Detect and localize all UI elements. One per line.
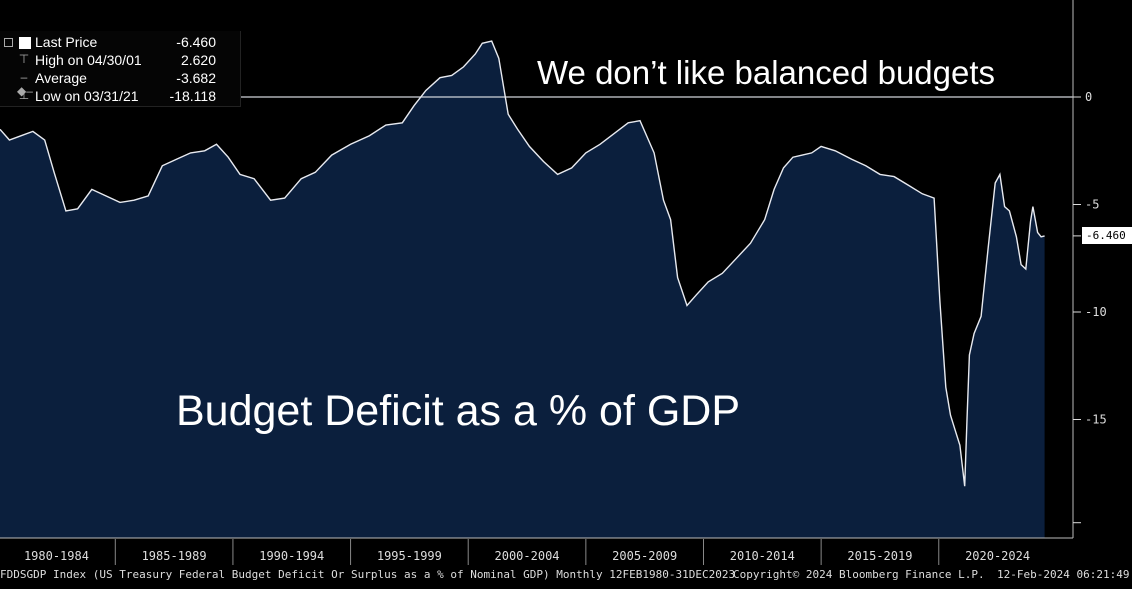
y-axis-ticks: 0 -5 -10 -15	[1073, 90, 1107, 524]
collapse-icon[interactable]	[4, 38, 13, 47]
legend-row-average: –◆– Average -3.682	[0, 70, 232, 98]
footer-index-description: FDDSGDP Index (US Treasury Federal Budge…	[0, 568, 736, 581]
x-tick-label: 1985-1989	[142, 549, 207, 563]
deficit-area	[0, 41, 1045, 538]
average-marker-icon: –◆–	[17, 70, 33, 98]
x-tick-label: 2015-2019	[847, 549, 912, 563]
annotation-headline: We don’t like balanced budgets	[537, 54, 996, 91]
legend-row-low: ⊥ Low on 03/31/21 -18.118	[0, 88, 232, 105]
x-tick-label: 1980-1984	[24, 549, 89, 563]
legend-row-high: ⊤ High on 04/30/01 2.620	[0, 52, 232, 69]
low-marker-icon: ⊥	[18, 88, 30, 102]
annotation-chart-label: Budget Deficit as a % of GDP	[176, 387, 741, 435]
legend-value: -18.118	[169, 88, 216, 104]
x-tick-label: 2020-2024	[965, 549, 1030, 563]
legend-row-last-price: Last Price -6.460	[0, 34, 232, 51]
footer-copyright: Copyright© 2024 Bloomberg Finance L.P.	[733, 568, 985, 581]
x-tick-label: 2005-2009	[612, 549, 677, 563]
legend-value: -6.460	[176, 34, 216, 50]
legend-label: High on 04/30/01	[35, 52, 142, 68]
x-tick-label: 1995-1999	[377, 549, 442, 563]
legend-value: -3.682	[176, 70, 216, 86]
legend-label: Average	[35, 70, 87, 86]
y-tick-label: -15	[1085, 413, 1107, 427]
series-swatch	[19, 37, 31, 49]
y-tick-label: -5	[1085, 198, 1099, 212]
legend-label: Last Price	[35, 34, 98, 50]
legend-box: Last Price -6.460 ⊤ High on 04/30/01 2.6…	[0, 31, 241, 107]
x-axis-ticks: 1980-1984 1985-1989 1990-1994 1995-1999 2000…	[24, 539, 1030, 565]
y-tick-label: 0	[1085, 90, 1092, 104]
y-tick-label: -10	[1085, 305, 1107, 319]
x-tick-label: 2000-2004	[495, 549, 560, 563]
legend-value: 2.620	[180, 52, 216, 68]
legend-label: Low on 03/31/21	[35, 88, 139, 104]
x-tick-label: 1990-1994	[259, 549, 324, 563]
deficit-series-line	[0, 40, 1045, 487]
last-price-tag: -6.460	[1082, 227, 1132, 244]
footer-timestamp: 12-Feb-2024 06:21:49	[997, 568, 1130, 581]
x-tick-label: 2010-2014	[730, 549, 795, 563]
high-marker-icon: ⊤	[18, 52, 30, 66]
